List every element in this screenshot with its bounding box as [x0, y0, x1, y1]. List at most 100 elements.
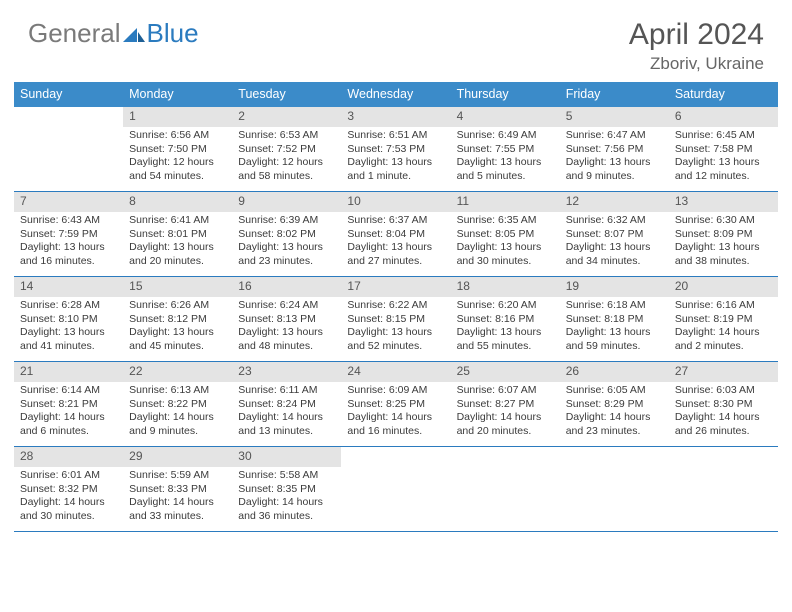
day-cell: [14, 107, 123, 191]
sunrise-line: Sunrise: 6:35 AM: [457, 214, 554, 227]
sunrise-line: Sunrise: 6:16 AM: [675, 299, 772, 312]
sunrise-line: Sunrise: 5:58 AM: [238, 469, 335, 482]
sunset-line: Sunset: 8:18 PM: [566, 313, 663, 326]
sunrise-line: Sunrise: 6:09 AM: [347, 384, 444, 397]
day-cell: 16 Sunrise: 6:24 AMSunset: 8:13 PMDayligh…: [232, 277, 341, 361]
day-body: Sunrise: 6:37 AMSunset: 8:04 PMDaylight:…: [341, 212, 450, 274]
daylight-line: Daylight: 13 hours and 45 minutes.: [129, 326, 226, 353]
day-body: Sunrise: 6:24 AMSunset: 8:13 PMDaylight:…: [232, 297, 341, 359]
day-body: Sunrise: 6:28 AMSunset: 8:10 PMDaylight:…: [14, 297, 123, 359]
day-body: Sunrise: 6:22 AMSunset: 8:15 PMDaylight:…: [341, 297, 450, 359]
day-number: 6: [675, 109, 682, 123]
sunrise-line: Sunrise: 6:14 AM: [20, 384, 117, 397]
sunrise-line: Sunrise: 6:28 AM: [20, 299, 117, 312]
day-number: 10: [347, 194, 360, 208]
daylight-line: Daylight: 13 hours and 48 minutes.: [238, 326, 335, 353]
weekday-label: Friday: [560, 82, 669, 107]
day-body: Sunrise: 6:20 AMSunset: 8:16 PMDaylight:…: [451, 297, 560, 359]
sunset-line: Sunset: 8:24 PM: [238, 398, 335, 411]
daylight-line: Daylight: 13 hours and 38 minutes.: [675, 241, 772, 268]
day-cell: 24Sunrise: 6:09 AMSunset: 8:25 PMDayligh…: [341, 362, 450, 446]
logo: General Blue: [28, 18, 199, 49]
sunset-line: Sunset: 8:10 PM: [20, 313, 117, 326]
week-row: 7Sunrise: 6:43 AMSunset: 7:59 PMDaylight…: [14, 192, 778, 277]
day-number: 25: [457, 364, 470, 378]
day-body: Sunrise: 6:41 AMSunset: 8:01 PMDaylight:…: [123, 212, 232, 274]
sunset-line: Sunset: 8:16 PM: [457, 313, 554, 326]
weekday-label: Saturday: [669, 82, 778, 107]
day-body: Sunrise: 6:18 AMSunset: 8:18 PMDaylight:…: [560, 297, 669, 359]
daylight-line: Daylight: 13 hours and 27 minutes.: [347, 241, 444, 268]
day-number: 16: [238, 279, 251, 293]
day-number: 27: [675, 364, 688, 378]
day-cell: 10 Sunrise: 6:37 AMSunset: 8:04 PMDayligh…: [341, 192, 450, 276]
day-cell: 13Sunrise: 6:30 AMSunset: 8:09 PMDayligh…: [669, 192, 778, 276]
sunrise-line: Sunrise: 6:18 AM: [566, 299, 663, 312]
sunrise-line: Sunrise: 6:49 AM: [457, 129, 554, 142]
day-body: Sunrise: 6:35 AMSunset: 8:05 PMDaylight:…: [451, 212, 560, 274]
daylight-line: Daylight: 13 hours and 30 minutes.: [457, 241, 554, 268]
day-number: 11: [457, 194, 469, 208]
day-number: 19: [566, 279, 579, 293]
sunset-line: Sunset: 8:15 PM: [347, 313, 444, 326]
sunset-line: Sunset: 7:55 PM: [457, 143, 554, 156]
sunset-line: Sunset: 8:32 PM: [20, 483, 117, 496]
day-cell: 26Sunrise: 6:05 AMSunset: 8:29 PMDayligh…: [560, 362, 669, 446]
calendar: SundayMondayTuesdayWednesdayThursdayFrid…: [0, 82, 792, 532]
sunrise-line: Sunrise: 6:43 AM: [20, 214, 117, 227]
header: General Blue April 2024 Zboriv, Ukraine: [0, 0, 792, 82]
day-number: 20: [675, 279, 688, 293]
sunset-line: Sunset: 8:07 PM: [566, 228, 663, 241]
day-body: Sunrise: 6:11 AMSunset: 8:24 PMDaylight:…: [232, 382, 341, 444]
day-cell: 19 Sunrise: 6:18 AMSunset: 8:18 PMDayligh…: [560, 277, 669, 361]
sunset-line: Sunset: 7:50 PM: [129, 143, 226, 156]
day-cell: 5Sunrise: 6:47 AMSunset: 7:56 PMDaylight…: [560, 107, 669, 191]
sunset-line: Sunset: 8:30 PM: [675, 398, 772, 411]
daylight-line: Daylight: 13 hours and 41 minutes.: [20, 326, 117, 353]
day-cell: 27Sunrise: 6:03 AMSunset: 8:30 PMDayligh…: [669, 362, 778, 446]
sunrise-line: Sunrise: 6:56 AM: [129, 129, 226, 142]
daylight-line: Daylight: 13 hours and 9 minutes.: [566, 156, 663, 183]
day-number: 23: [238, 364, 251, 378]
sunrise-line: Sunrise: 6:11 AM: [238, 384, 335, 397]
sunrise-line: Sunrise: 6:22 AM: [347, 299, 444, 312]
day-number: 18: [457, 279, 470, 293]
day-number: 30: [238, 449, 251, 463]
day-body: Sunrise: 6:53 AMSunset: 7:52 PMDaylight:…: [232, 127, 341, 189]
day-number: 4: [457, 109, 464, 123]
sunset-line: Sunset: 8:19 PM: [675, 313, 772, 326]
weekday-label: Thursday: [451, 82, 560, 107]
sunset-line: Sunset: 7:56 PM: [566, 143, 663, 156]
sunrise-line: Sunrise: 6:41 AM: [129, 214, 226, 227]
week-row: 1Sunrise: 6:56 AMSunset: 7:50 PMDaylight…: [14, 107, 778, 192]
weekday-label: Wednesday: [341, 82, 450, 107]
day-body: Sunrise: 6:45 AMSunset: 7:58 PMDaylight:…: [669, 127, 778, 189]
day-number: 21: [20, 364, 33, 378]
logo-text-general: General: [28, 18, 121, 49]
day-body: Sunrise: 6:47 AMSunset: 7:56 PMDaylight:…: [560, 127, 669, 189]
day-cell: 18 Sunrise: 6:20 AMSunset: 8:16 PMDayligh…: [451, 277, 560, 361]
day-body: Sunrise: 5:58 AMSunset: 8:35 PMDaylight:…: [232, 467, 341, 529]
day-cell: [451, 447, 560, 531]
day-cell: 9 Sunrise: 6:39 AMSunset: 8:02 PMDaylight…: [232, 192, 341, 276]
day-cell: 4 Sunrise: 6:49 AMSunset: 7:55 PMDaylight…: [451, 107, 560, 191]
sunset-line: Sunset: 8:29 PM: [566, 398, 663, 411]
day-body: Sunrise: 6:01 AMSunset: 8:32 PMDaylight:…: [14, 467, 123, 529]
sunset-line: Sunset: 8:02 PM: [238, 228, 335, 241]
daylight-line: Daylight: 13 hours and 20 minutes.: [129, 241, 226, 268]
day-number: 14: [20, 279, 33, 293]
day-cell: 29Sunrise: 5:59 AMSunset: 8:33 PMDayligh…: [123, 447, 232, 531]
day-number: 9: [238, 194, 245, 208]
day-cell: 3Sunrise: 6:51 AMSunset: 7:53 PMDaylight…: [341, 107, 450, 191]
month-year: April 2024: [629, 18, 764, 52]
sunrise-line: Sunrise: 6:03 AM: [675, 384, 772, 397]
daylight-line: Daylight: 14 hours and 6 minutes.: [20, 411, 117, 438]
day-cell: 28Sunrise: 6:01 AMSunset: 8:32 PMDayligh…: [14, 447, 123, 531]
day-number: 12: [566, 194, 579, 208]
day-body: Sunrise: 6:39 AMSunset: 8:02 PMDaylight:…: [232, 212, 341, 274]
daylight-line: Daylight: 14 hours and 33 minutes.: [129, 496, 226, 523]
daylight-line: Daylight: 13 hours and 5 minutes.: [457, 156, 554, 183]
sunrise-line: Sunrise: 6:20 AM: [457, 299, 554, 312]
day-cell: 25Sunrise: 6:07 AMSunset: 8:27 PMDayligh…: [451, 362, 560, 446]
daylight-line: Daylight: 14 hours and 20 minutes.: [457, 411, 554, 438]
